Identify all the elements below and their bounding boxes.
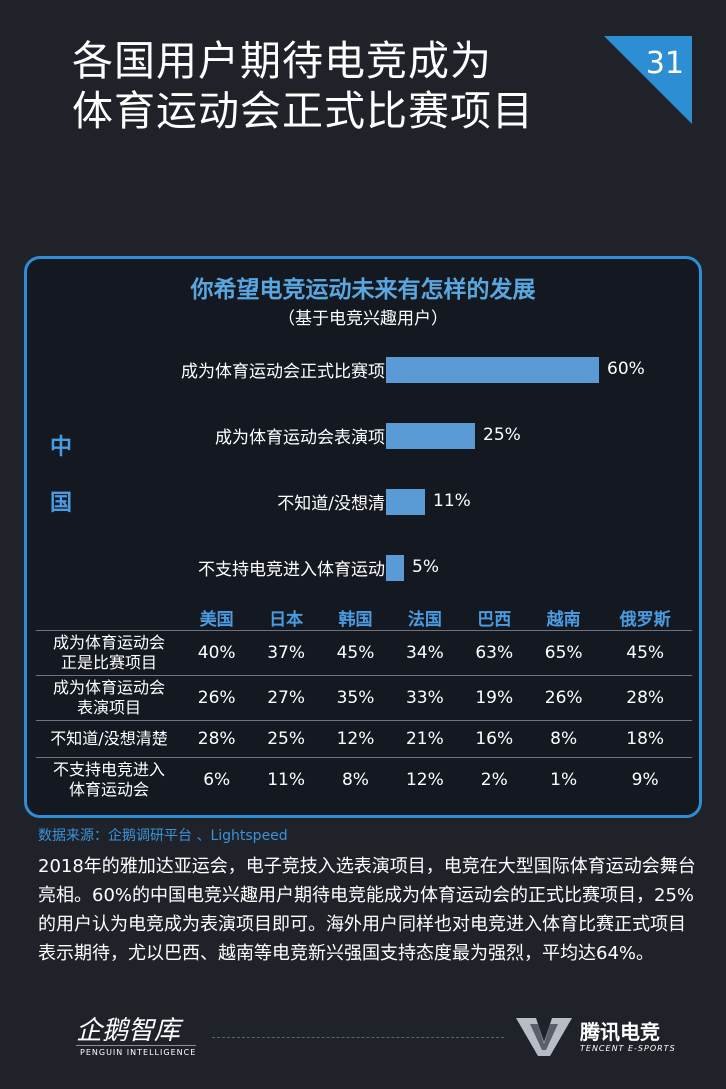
table-row: 成为体育运动会 正是比赛项目 40% 37% 45% 34% 63% 65% 4… [36, 630, 692, 676]
country-label: 中国 [46, 420, 76, 532]
table-corner-cell [36, 604, 182, 631]
column-header: 美国 [199, 609, 234, 630]
table-cell: 34% [390, 630, 460, 676]
row-label-line: 不知道/没想清楚 [50, 729, 168, 748]
table-cell: 37% [251, 630, 321, 676]
page-number: 31 [645, 46, 684, 81]
page-title-line1: 各国用户期待电竞成为 [72, 37, 492, 85]
row-label: 不知道/没想清楚 [36, 720, 182, 758]
table-cell: 18% [598, 720, 692, 758]
country-comparison-table: 美国 日本 韩国 法国 巴西 越南 俄罗斯 成为体育运动会 正是比赛项目 40%… [36, 604, 692, 802]
right-logo-text: 腾讯电竞 [580, 1020, 660, 1044]
right-logo-tag: TENCENT E-SPORTS [580, 1044, 676, 1053]
table-cell: 40% [182, 630, 252, 676]
chart-title: 你希望电竞运动未来有怎样的发展 [190, 277, 536, 303]
bar-row: 不知道/没想清楚 11% [40, 487, 680, 517]
row-label-line: 不支持电竞进入 [52, 760, 165, 779]
row-label: 成为体育运动会 表演项目 [36, 675, 182, 721]
bar [386, 423, 475, 449]
table-cell: 63% [459, 630, 529, 676]
bar-category-label: 成为体育运动会表演项目 [215, 428, 402, 448]
column-header: 韩国 [338, 609, 373, 630]
page-number-badge: 31 [604, 36, 692, 124]
table-cell: 6% [182, 757, 252, 802]
table-cell: 45% [598, 630, 692, 676]
table-cell: 9% [598, 757, 692, 802]
left-logo-tag: PENGUIN INTELLIGENCE [80, 1048, 197, 1057]
footer-divider [212, 1037, 504, 1038]
table-cell: 1% [528, 757, 599, 802]
bar [386, 555, 404, 581]
table-cell: 35% [320, 675, 391, 721]
tencent-esports-logo: 腾讯电竞 TENCENT E-SPORTS [516, 1012, 696, 1062]
table-cell: 2% [459, 757, 529, 802]
row-label-line: 表演项目 [76, 698, 141, 717]
column-header: 巴西 [477, 609, 512, 630]
country-label-char: 中 [49, 435, 72, 460]
table-cell: 28% [182, 720, 252, 758]
page-title-line2: 体育运动会正式比赛项目 [72, 87, 534, 135]
bar-value-label: 5% [412, 557, 439, 577]
country-label-char: 国 [49, 491, 72, 516]
table-cell: 26% [182, 675, 252, 721]
bar-category-label: 不知道/没想清楚 [277, 494, 402, 514]
table-cell: 45% [320, 630, 391, 676]
table-cell: 19% [459, 675, 529, 721]
bar-row: 成为体育运动会正式比赛项目 60% [40, 355, 680, 385]
table-cell: 65% [528, 630, 599, 676]
logo-divider [76, 1045, 196, 1046]
penguin-intelligence-logo: 企鹅智库 PENGUIN INTELLIGENCE [72, 1010, 202, 1062]
row-label: 成为体育运动会 正是比赛项目 [36, 630, 182, 676]
left-logo-text: 企鹅智库 [76, 1016, 181, 1046]
table-cell: 26% [528, 675, 599, 721]
table-cell: 33% [390, 675, 460, 721]
table-cell: 11% [251, 757, 321, 802]
v-emblem-icon [516, 1018, 572, 1056]
table-cell: 28% [598, 675, 692, 721]
bar-category-label: 不支持电竞进入体育运动会 [198, 560, 402, 580]
bar-row: 不支持电竞进入体育运动会 5% [40, 553, 680, 583]
corner-triangle-icon [604, 36, 692, 124]
row-label-line: 正是比赛项目 [60, 653, 157, 672]
column-header: 俄罗斯 [619, 609, 671, 630]
column-header: 日本 [269, 609, 304, 630]
table-cell: 27% [251, 675, 321, 721]
table-row: 成为体育运动会 表演项目 26% 27% 35% 33% 19% 26% 28% [36, 675, 692, 721]
column-header: 越南 [546, 609, 581, 630]
chart-subtitle: （基于电竞兴趣用户） [278, 309, 448, 329]
table-row: 不支持电竞进入 体育运动会 6% 11% 8% 12% 2% 1% 9% [36, 757, 692, 802]
table-cell: 25% [251, 720, 321, 758]
row-label-line: 体育运动会 [68, 780, 149, 799]
data-source: 数据来源：企鹅调研平台 、Lightspeed [38, 828, 288, 844]
table-row: 不知道/没想清楚 28% 25% 12% 21% 16% 8% 18% [36, 720, 692, 758]
row-label-line: 成为体育运动会 [52, 678, 165, 697]
summary-paragraph: 2018年的雅加达亚运会，电子竞技入选表演项目，电竞在大型国际体育运动会舞台亮相… [38, 856, 696, 964]
bar [386, 357, 599, 383]
bar-row: 成为体育运动会表演项目 25% [40, 421, 680, 451]
bar-value-label: 25% [483, 425, 521, 445]
row-label: 不支持电竞进入 体育运动会 [36, 757, 182, 802]
bar-category-label: 成为体育运动会正式比赛项目 [181, 362, 402, 382]
column-header: 法国 [407, 609, 442, 630]
table-header-row: 美国 日本 韩国 法国 巴西 越南 俄罗斯 [36, 604, 692, 631]
bar-value-label: 11% [433, 491, 471, 511]
table-cell: 8% [528, 720, 599, 758]
table-cell: 21% [390, 720, 460, 758]
page-title: 各国用户期待电竞成为 体育运动会正式比赛项目 [72, 36, 592, 136]
table-cell: 12% [320, 720, 391, 758]
table-cell: 8% [320, 757, 391, 802]
bar-value-label: 60% [607, 359, 645, 379]
table-cell: 12% [390, 757, 460, 802]
bar [386, 489, 425, 515]
table-cell: 16% [459, 720, 529, 758]
row-label-line: 成为体育运动会 [52, 633, 165, 652]
